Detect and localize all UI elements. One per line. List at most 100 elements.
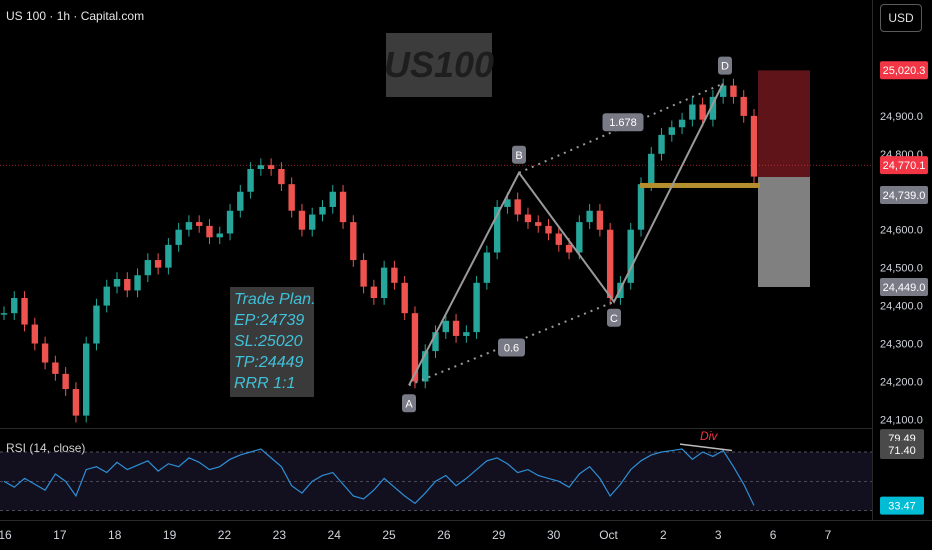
- candle-body: [535, 222, 542, 226]
- candle-body: [689, 104, 696, 120]
- candle-body: [309, 214, 316, 230]
- time-axis-label: 23: [273, 528, 287, 542]
- time-axis-label: 29: [492, 528, 506, 542]
- trade-plan-stop: SL:25020: [234, 333, 303, 350]
- candle-body: [391, 267, 398, 283]
- candle-body: [370, 286, 378, 298]
- time-axis-label: 18: [108, 528, 122, 542]
- trade-plan-rrr: RRR 1:1: [234, 375, 296, 392]
- rsi-tag: 33.47: [888, 501, 916, 513]
- trade-plan-entry: EP:24739: [234, 312, 305, 329]
- time-axis-label: 16: [0, 528, 12, 542]
- time-axis-label: 22: [218, 528, 232, 542]
- candle-body: [319, 206, 326, 215]
- candle-body: [226, 210, 234, 234]
- candle-body: [483, 252, 491, 283]
- candle-body: [555, 233, 562, 245]
- price-axis-label: 24,300.0: [880, 339, 923, 351]
- candle-body: [288, 184, 295, 211]
- price-axis-label: 24,200.0: [880, 376, 923, 388]
- candle-body: [606, 229, 614, 298]
- candle-body: [206, 225, 213, 238]
- symbol-watermark: US100: [384, 33, 494, 97]
- price-axis-label: 24,600.0: [880, 225, 923, 237]
- point-label-box: [607, 308, 621, 327]
- candle-body: [750, 115, 758, 177]
- candle-body: [524, 214, 532, 223]
- price-tag: 24,739.0: [883, 190, 926, 202]
- price-axis-label: 24,100.0: [880, 414, 923, 426]
- currency-button[interactable]: USD: [880, 4, 922, 32]
- time-axis-label: 30: [547, 528, 561, 542]
- divergence-label: Div: [700, 429, 718, 443]
- point-label-box: [718, 56, 732, 75]
- candle-body: [668, 127, 676, 135]
- candle-body: [165, 244, 172, 268]
- candle-body: [709, 96, 717, 120]
- candle-body: [82, 343, 90, 416]
- rsi-line: [3, 448, 755, 506]
- entry-line: [640, 182, 760, 188]
- candle-body: [576, 222, 583, 253]
- candle-body: [452, 320, 460, 336]
- candle-body: [124, 279, 131, 291]
- candle-body: [0, 313, 8, 315]
- candle-body: [52, 362, 59, 374]
- time-axis-label: 19: [163, 528, 177, 542]
- candle-body: [62, 373, 69, 390]
- candle-body: [350, 222, 357, 261]
- candle-body: [247, 169, 254, 192]
- price-tag-box: [880, 61, 928, 80]
- ratio-label: 0.6: [504, 343, 519, 355]
- candle-body: [422, 351, 429, 382]
- candle-body: [11, 298, 18, 314]
- candle-body: [493, 206, 501, 253]
- trade-plan-note: Trade Plan. EP:24739 SL:25020 TP:24449 R…: [230, 287, 316, 397]
- candle-body: [545, 225, 552, 234]
- candle-body: [740, 96, 747, 116]
- candle-body: [103, 286, 110, 306]
- trade-plan-target: TP:24449: [234, 354, 304, 371]
- time-axis-label: 2: [660, 528, 667, 542]
- price-tag: 24,449.0: [883, 282, 926, 294]
- candle-body: [21, 298, 28, 325]
- candle-body: [637, 184, 645, 230]
- candle-body: [144, 260, 152, 276]
- candle-body: [196, 222, 203, 226]
- candle-body: [658, 134, 665, 154]
- candle-body: [627, 229, 634, 283]
- point-label-c: C: [610, 313, 618, 325]
- price-tag: 24,770.1: [883, 160, 926, 172]
- candle-body: [432, 332, 439, 352]
- candle-body: [401, 282, 408, 314]
- candle-body: [298, 210, 306, 230]
- price-tag-box: [880, 185, 928, 204]
- candles: [0, 78, 758, 423]
- time-axis-label: Oct: [599, 528, 618, 542]
- candle-body: [648, 153, 655, 185]
- candle-body: [216, 233, 223, 238]
- candle-body: [267, 165, 275, 169]
- candle-body: [41, 343, 49, 363]
- point-label-box: [512, 145, 526, 164]
- rsi-tag-box: [880, 440, 924, 459]
- price-axis-label: 24,500.0: [880, 263, 923, 275]
- time-axis-label: 7: [825, 528, 832, 542]
- price-tag-box: [880, 277, 928, 296]
- candle-body: [154, 260, 162, 268]
- candle-body: [463, 332, 470, 336]
- candle-body: [72, 389, 80, 416]
- abcd-pattern-legs: [408, 83, 724, 386]
- point-label-d: D: [721, 61, 729, 73]
- candle-body: [278, 169, 285, 185]
- candle-body: [565, 244, 573, 253]
- candle-body: [93, 305, 100, 344]
- point-label-a: A: [405, 398, 413, 410]
- candle-body: [113, 279, 121, 287]
- candle-body: [719, 85, 727, 97]
- trade-plan-title: Trade Plan.: [234, 291, 316, 308]
- price-tag: 25,020.3: [883, 65, 926, 77]
- candle-body: [586, 210, 593, 223]
- candle-body: [380, 267, 388, 298]
- price-axis-label: 24,900.0: [880, 111, 923, 123]
